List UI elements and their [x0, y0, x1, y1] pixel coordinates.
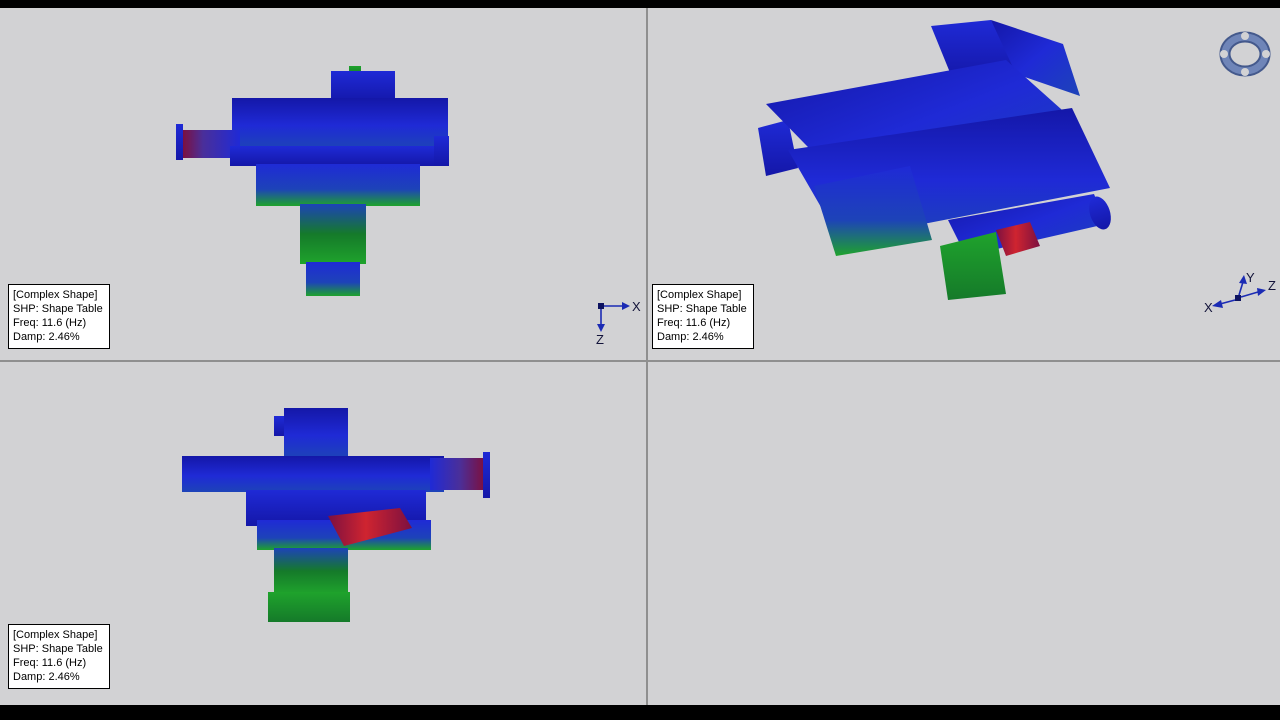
viewport-divider-vertical: [646, 8, 648, 705]
shape-info-title: [Complex Shape]: [13, 289, 98, 301]
shape-info-title: [Complex Shape]: [657, 289, 742, 301]
viewport-top-view[interactable]: [Complex Shape] SHP: Shape Table Freq: 1…: [0, 8, 646, 360]
axis-label-x: X: [1204, 300, 1213, 315]
viewport-front-view[interactable]: [Complex Shape] SHP: Shape Table Freq: 1…: [0, 362, 646, 705]
quad-view-area: [Complex Shape] SHP: Shape Table Freq: 1…: [0, 8, 1280, 705]
axis-triad-top-view: X Z: [596, 299, 641, 346]
shape-info-damp: Damp: 2.46%: [657, 331, 724, 343]
shape-info-box: [Complex Shape] SHP: Shape Table Freq: 1…: [652, 284, 754, 349]
axis-triad-iso-view: X Y Z: [1204, 270, 1276, 315]
axis-label-z: Z: [596, 332, 604, 346]
shape-info-box: [Complex Shape] SHP: Shape Table Freq: 1…: [8, 284, 110, 349]
axis-label-y: Y: [1246, 270, 1255, 285]
shape-info-damp: Damp: 2.46%: [13, 331, 80, 343]
shape-info-freq: Freq: 11.6 (Hz): [657, 317, 731, 329]
letterbox-bottom: [0, 705, 1280, 720]
viewport-divider-horizontal: [0, 360, 1280, 362]
shape-info-title: [Complex Shape]: [13, 629, 98, 641]
rotate-gizmo-ring-icon: [1219, 31, 1271, 77]
shape-info-box: [Complex Shape] SHP: Shape Table Freq: 1…: [8, 624, 110, 689]
model-top-view: [176, 66, 449, 296]
shape-info-freq: Freq: 11.6 (Hz): [13, 317, 87, 329]
axis-label-z: Z: [1268, 278, 1276, 293]
shape-info-shp: SHP: Shape Table: [13, 643, 103, 655]
shape-info-freq: Freq: 11.6 (Hz): [13, 657, 87, 669]
shape-info-shp: SHP: Shape Table: [13, 303, 103, 315]
model-iso-view: [758, 20, 1111, 300]
viewport-iso-view[interactable]: [Complex Shape] SHP: Shape Table Freq: 1…: [648, 8, 1280, 360]
shape-info-damp: Damp: 2.46%: [13, 671, 80, 683]
shape-info-shp: SHP: Shape Table: [657, 303, 747, 315]
model-front-view: [182, 408, 490, 622]
axis-label-x: X: [632, 299, 641, 314]
letterbox-top: [0, 0, 1280, 8]
